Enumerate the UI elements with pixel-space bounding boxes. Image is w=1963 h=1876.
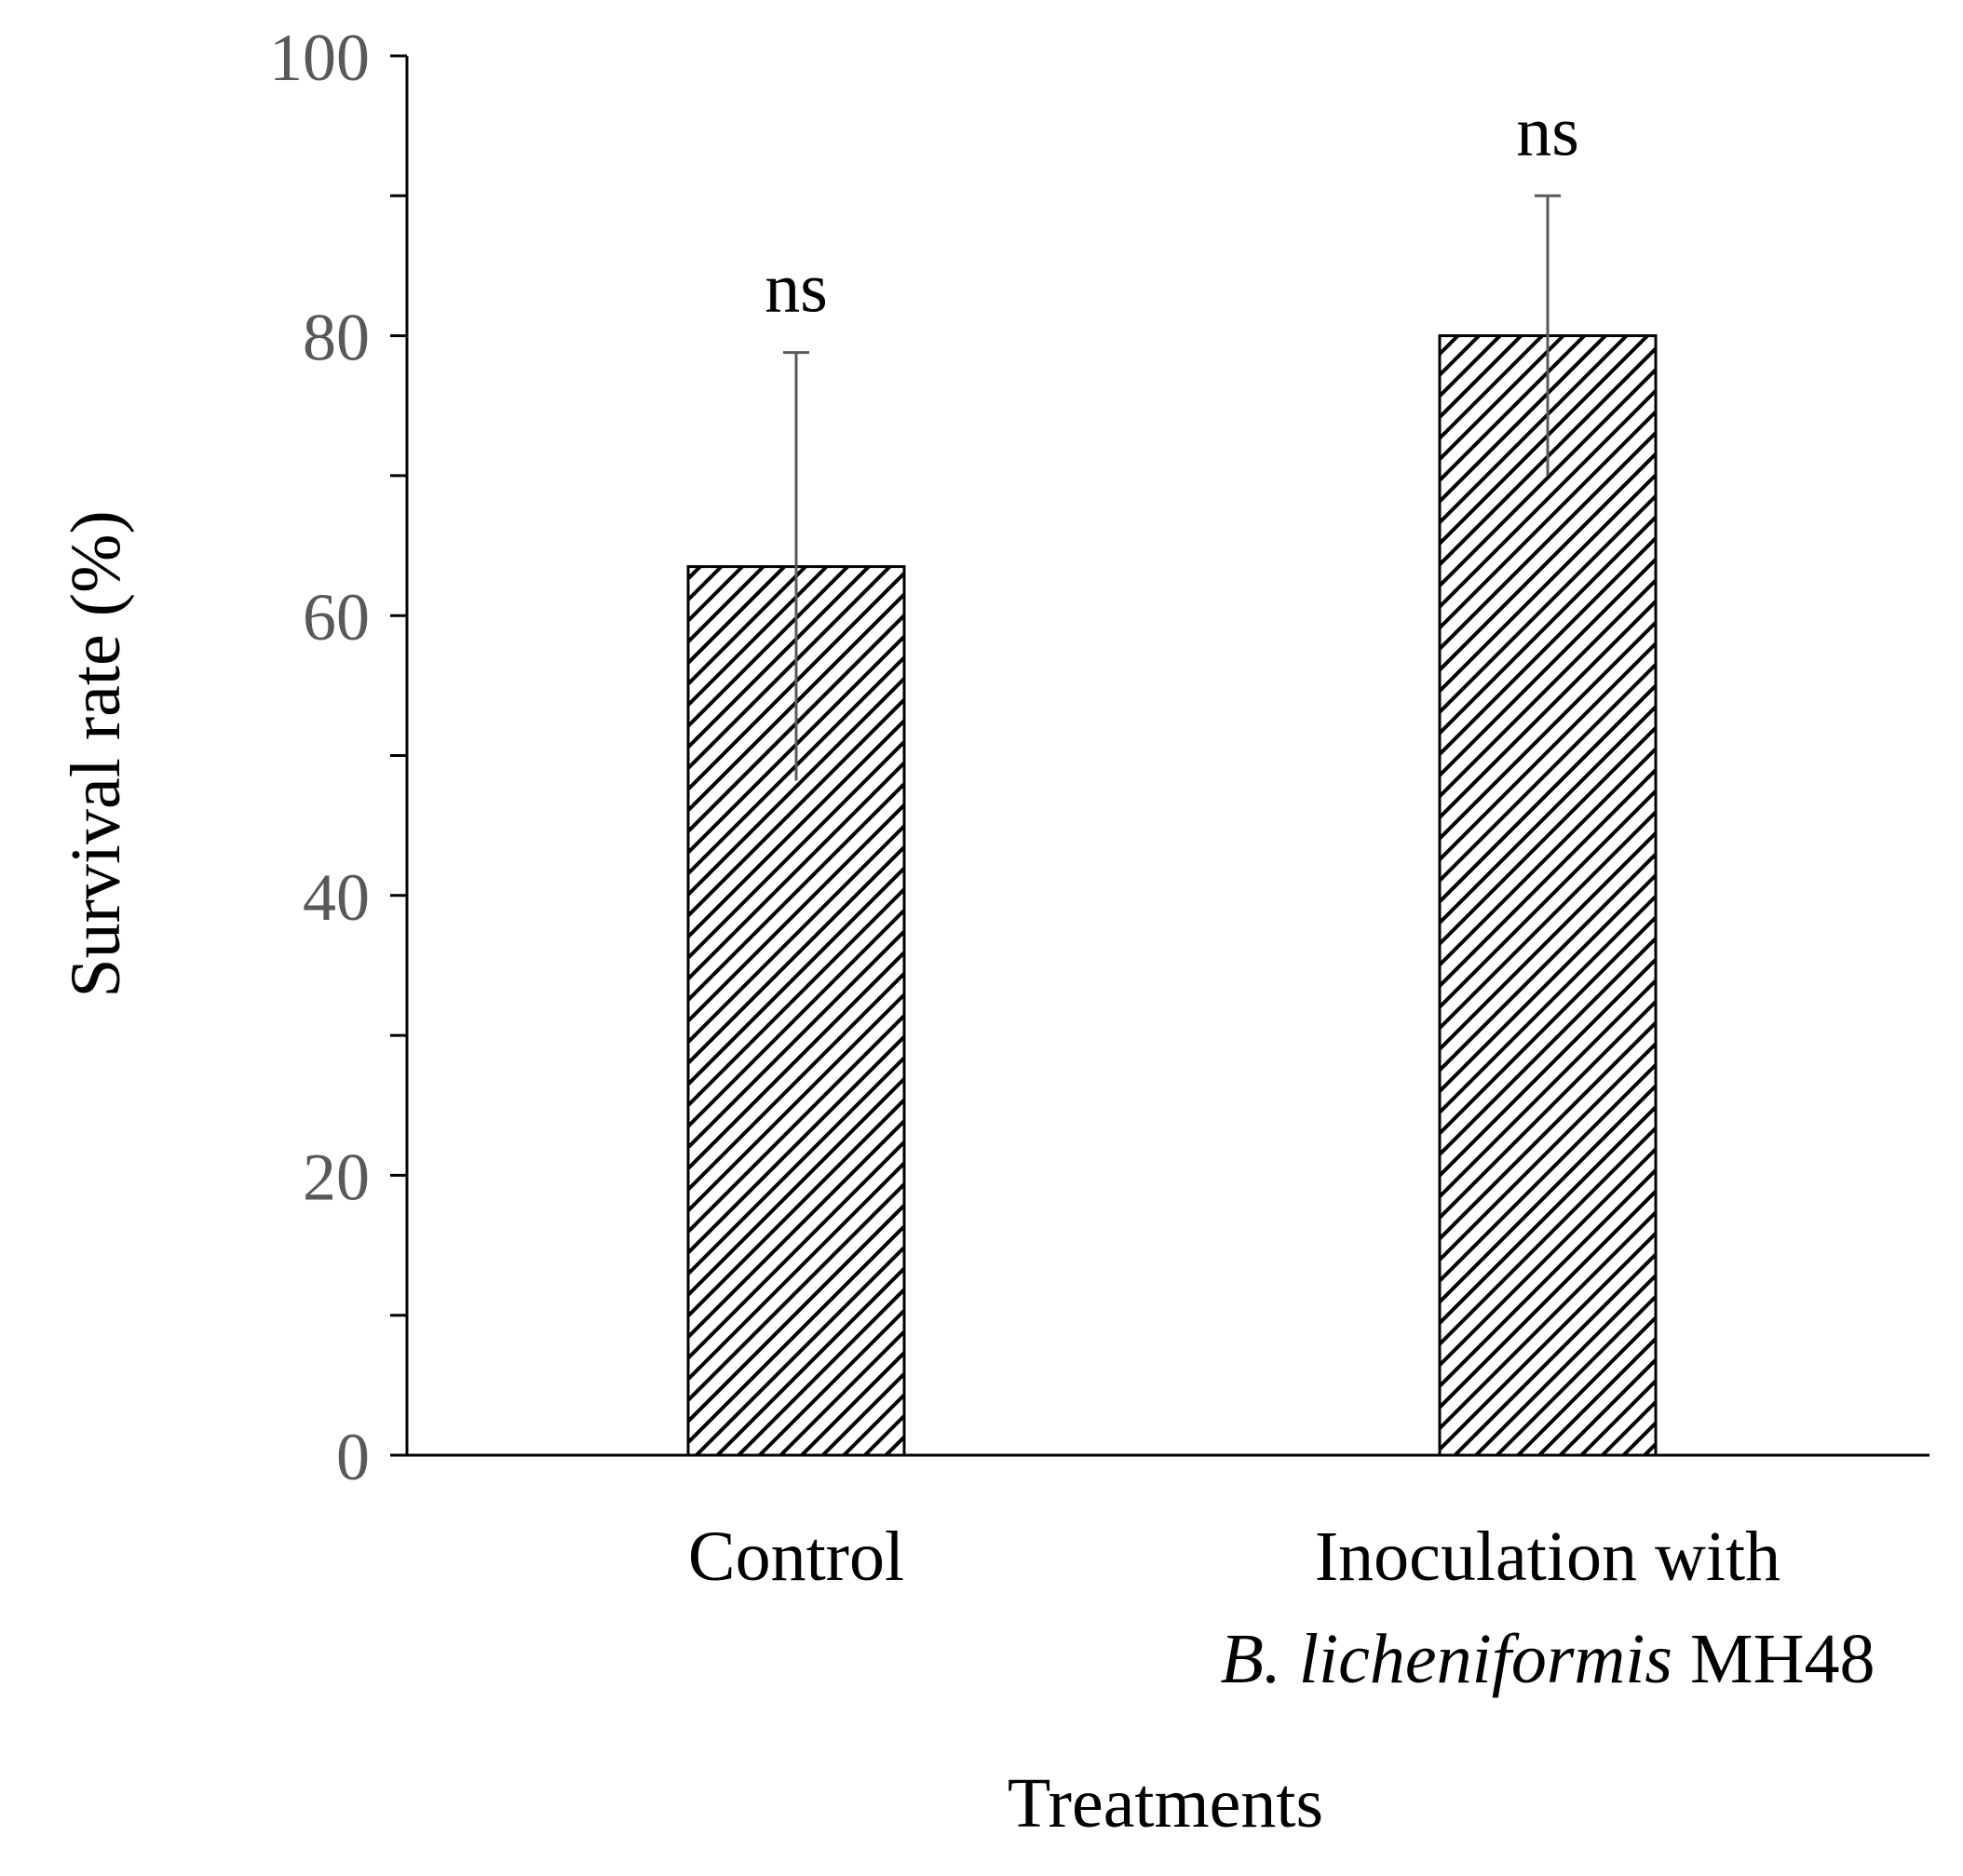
category-label-part: MH48 — [1672, 1620, 1875, 1698]
x-category-label: Inoculation with — [1315, 1518, 1780, 1596]
bar-2 — [1438, 334, 1658, 1457]
x-category-label: B. licheniformis MH48 — [1221, 1620, 1875, 1698]
bars-layer — [686, 334, 1658, 1457]
x-category-label: Control — [688, 1518, 904, 1596]
error-bars-layer — [783, 194, 1561, 781]
axes-layer — [390, 54, 1929, 1457]
y-tick-label: 0 — [336, 1420, 370, 1494]
y-tick-label: 100 — [269, 20, 370, 95]
category-label-part: Control — [688, 1518, 904, 1596]
y-tick-label: 40 — [303, 860, 370, 935]
significance-label-2: ns — [1516, 92, 1579, 170]
labels-layer: ns ns 0 20 40 60 80 100 Control Inoculation with B… — [57, 20, 1875, 1842]
significance-label-1: ns — [765, 250, 828, 328]
x-axis-title: Treatments — [1008, 1764, 1323, 1842]
category-label-part: Inoculation with — [1315, 1518, 1780, 1596]
y-tick-label: 60 — [303, 580, 370, 655]
y-tick-label: 20 — [303, 1140, 370, 1214]
y-tick-label: 80 — [303, 301, 370, 375]
category-label-italic-part: B. licheniformis — [1221, 1620, 1673, 1698]
y-axis-title: Survival rate (%) — [57, 510, 135, 997]
